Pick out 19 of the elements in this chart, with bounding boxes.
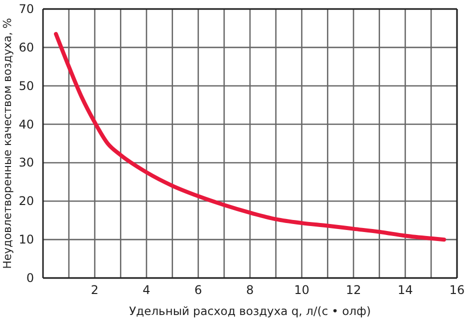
- x-tick-label: 8: [246, 283, 254, 297]
- y-tick-label: 60: [18, 40, 34, 54]
- x-tick-label: 4: [142, 283, 150, 297]
- y-tick-label: 50: [18, 78, 34, 93]
- y-tick-label: 10: [18, 232, 34, 247]
- y-tick-label: 70: [18, 2, 34, 16]
- line-series: [54, 32, 446, 242]
- x-tick-label: 12: [346, 283, 362, 297]
- x-tick-label: 10: [294, 283, 310, 297]
- y-tick-label: 20: [18, 194, 34, 208]
- y-axis-title: Неудовлетворенные качеством воздуха, %: [1, 18, 14, 269]
- y-tick-label: 30: [18, 156, 34, 170]
- x-tick-label: 14: [398, 283, 413, 297]
- y-tick-label: 40: [18, 117, 34, 132]
- x-tick-label: 2: [90, 283, 99, 297]
- x-tick-label: 6: [194, 283, 202, 297]
- y-tick-label: 0: [26, 271, 34, 285]
- x-axis-title: Удельный расход воздуха q, л/(с • олф): [129, 304, 371, 318]
- x-tick-label: 16: [449, 283, 465, 297]
